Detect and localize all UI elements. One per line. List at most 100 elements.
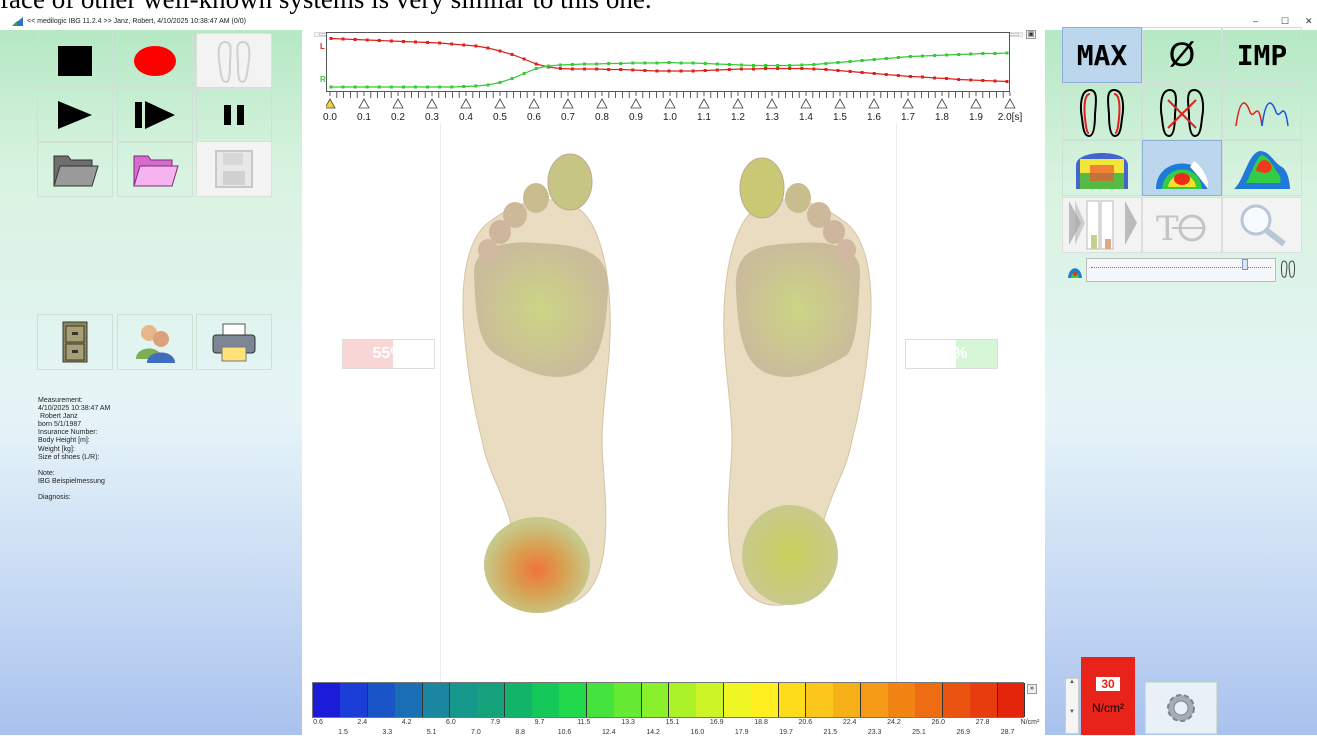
left-load-percentage: 55% xyxy=(342,339,435,369)
color-scale-step xyxy=(367,683,396,717)
insole-outline-button[interactable] xyxy=(1062,84,1142,140)
right-force-curve-point xyxy=(462,85,466,88)
time-marker[interactable] xyxy=(732,98,744,109)
left-force-curve-point xyxy=(438,41,442,45)
left-load-fill xyxy=(343,340,394,368)
right-force-curve-point xyxy=(619,62,623,65)
left-force-curve-point xyxy=(860,71,864,74)
right-force-curve-point xyxy=(389,85,393,89)
insoles-button[interactable] xyxy=(196,33,272,89)
settings-button[interactable] xyxy=(1145,682,1217,734)
max-scale-display[interactable]: 30 N/cm² xyxy=(1081,657,1135,735)
maximize-button[interactable]: ☐ xyxy=(1281,16,1290,26)
transparency-slider[interactable] xyxy=(1086,258,1276,282)
right-force-curve-point xyxy=(776,64,780,67)
center-of-force-button[interactable] xyxy=(1142,84,1222,140)
open-folder-pink-button[interactable] xyxy=(117,141,193,197)
time-axis[interactable]: 0.0 0.1 0.2 0.3 0.4 0.5 0.6 0.7 0.8 0.9 1.0 1.1 1.2 1… xyxy=(323,92,1022,124)
time-marker[interactable] xyxy=(970,98,982,109)
time-marker[interactable] xyxy=(902,98,914,109)
gear-icon xyxy=(1167,694,1195,722)
force-curve-button[interactable] xyxy=(1222,84,1302,140)
play-button[interactable] xyxy=(37,87,113,143)
patients-button[interactable] xyxy=(117,314,193,370)
impulse-view-button[interactable]: IMP xyxy=(1222,27,1302,83)
time-marker[interactable] xyxy=(800,98,812,109)
app-logo-icon xyxy=(12,17,23,26)
time-marker[interactable] xyxy=(630,98,642,109)
right-force-curve-point xyxy=(510,77,514,80)
time-marker[interactable] xyxy=(766,98,778,109)
right-force-curve-point xyxy=(595,62,599,66)
time-marker[interactable] xyxy=(392,98,404,109)
time-marker[interactable] xyxy=(528,98,540,109)
color-scale-step xyxy=(669,683,697,717)
time-marker[interactable] xyxy=(460,98,472,109)
zoom-button[interactable] xyxy=(1222,197,1302,253)
right-force-curve-point xyxy=(848,60,852,63)
grid-values-button[interactable] xyxy=(1062,140,1142,196)
text-overlay-button[interactable]: T xyxy=(1142,197,1222,253)
time-marker[interactable] xyxy=(936,98,948,109)
3d-view-button[interactable] xyxy=(1222,140,1302,196)
open-folder-button[interactable] xyxy=(37,141,113,197)
left-force-curve-point xyxy=(510,53,514,56)
red-insole-icon xyxy=(1080,88,1124,138)
step-play-button[interactable] xyxy=(117,87,193,143)
imp-label: IMP xyxy=(1236,38,1288,72)
right-force-curve-point xyxy=(426,85,430,89)
pause-button[interactable] xyxy=(196,87,272,143)
archive-button[interactable] xyxy=(37,314,113,370)
time-marker[interactable] xyxy=(596,98,608,109)
time-marker[interactable] xyxy=(1004,98,1016,109)
pause-bars-icon xyxy=(224,105,244,125)
right-force-curve-point xyxy=(969,52,973,56)
close-button[interactable]: ✕ xyxy=(1305,16,1313,26)
left-force-curve-point xyxy=(800,67,804,70)
diagnosis-label: Diagnosis: xyxy=(38,493,71,501)
max-scale-unit: N/cm² xyxy=(1092,701,1124,715)
record-button[interactable] xyxy=(117,33,193,89)
time-marker[interactable] xyxy=(868,98,880,109)
force-timeline-graph[interactable]: L R xyxy=(320,32,1010,92)
grid-line xyxy=(896,124,897,714)
color-scale-label: 11.5 xyxy=(577,719,591,726)
time-tick-label: 1.4 xyxy=(799,112,813,123)
time-marker[interactable] xyxy=(562,98,574,109)
color-scale-label: 15.1 xyxy=(665,719,680,726)
save-button[interactable] xyxy=(196,141,272,197)
max-view-button[interactable]: MAX xyxy=(1062,27,1142,83)
left-force-curve xyxy=(330,37,1008,83)
left-force-curve-point xyxy=(848,70,852,73)
average-view-button[interactable]: Ø xyxy=(1142,27,1222,83)
color-scale-step xyxy=(532,683,560,717)
scale-adjust-button[interactable] xyxy=(1062,197,1142,253)
note-value: IBG Beispielmessung xyxy=(38,477,105,485)
step-play-icon xyxy=(135,101,175,129)
minimize-button[interactable]: – xyxy=(1253,16,1259,26)
colorscale-expand-button[interactable]: » xyxy=(1027,684,1037,694)
color-scale-step xyxy=(778,683,807,717)
left-force-curve-point xyxy=(884,73,888,76)
time-marker[interactable] xyxy=(698,98,710,109)
file-cabinet-icon xyxy=(62,321,88,363)
time-marker[interactable] xyxy=(426,98,438,109)
time-marker[interactable] xyxy=(326,98,336,109)
scale-spinner[interactable]: ▲ ▼ xyxy=(1065,678,1079,734)
time-marker[interactable] xyxy=(664,98,676,109)
right-force-curve-point xyxy=(872,58,876,61)
slider-thumb[interactable] xyxy=(1242,259,1248,270)
print-button[interactable] xyxy=(196,314,272,370)
stop-button[interactable] xyxy=(37,33,113,89)
time-marker[interactable] xyxy=(358,98,370,109)
time-marker[interactable] xyxy=(834,98,846,109)
right-force-curve-point xyxy=(570,63,574,66)
scroll-expand-button[interactable]: ▣ xyxy=(1026,30,1036,39)
time-marker[interactable] xyxy=(494,98,506,109)
page-caption-text: face of other well-known systems is very… xyxy=(0,0,652,14)
left-load-text: 55% xyxy=(372,345,405,362)
pressure-footprints[interactable] xyxy=(302,140,1045,660)
time-tick-label: 1.1 xyxy=(697,112,711,123)
color-map-button[interactable] xyxy=(1142,140,1222,196)
color-scale-step xyxy=(751,683,780,717)
